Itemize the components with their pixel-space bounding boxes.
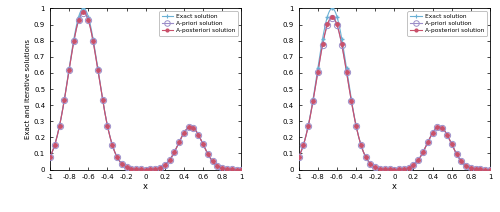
Legend: Exact solution, A-priori solution, A-posteriori solution: Exact solution, A-priori solution, A-pos…: [158, 11, 238, 36]
Y-axis label: Exact and iterative solutions: Exact and iterative solutions: [25, 39, 31, 139]
X-axis label: x: x: [392, 182, 397, 191]
X-axis label: x: x: [143, 182, 148, 191]
Legend: Exact solution, A-priori solution, A-posteriori solution: Exact solution, A-priori solution, A-pos…: [408, 11, 487, 36]
